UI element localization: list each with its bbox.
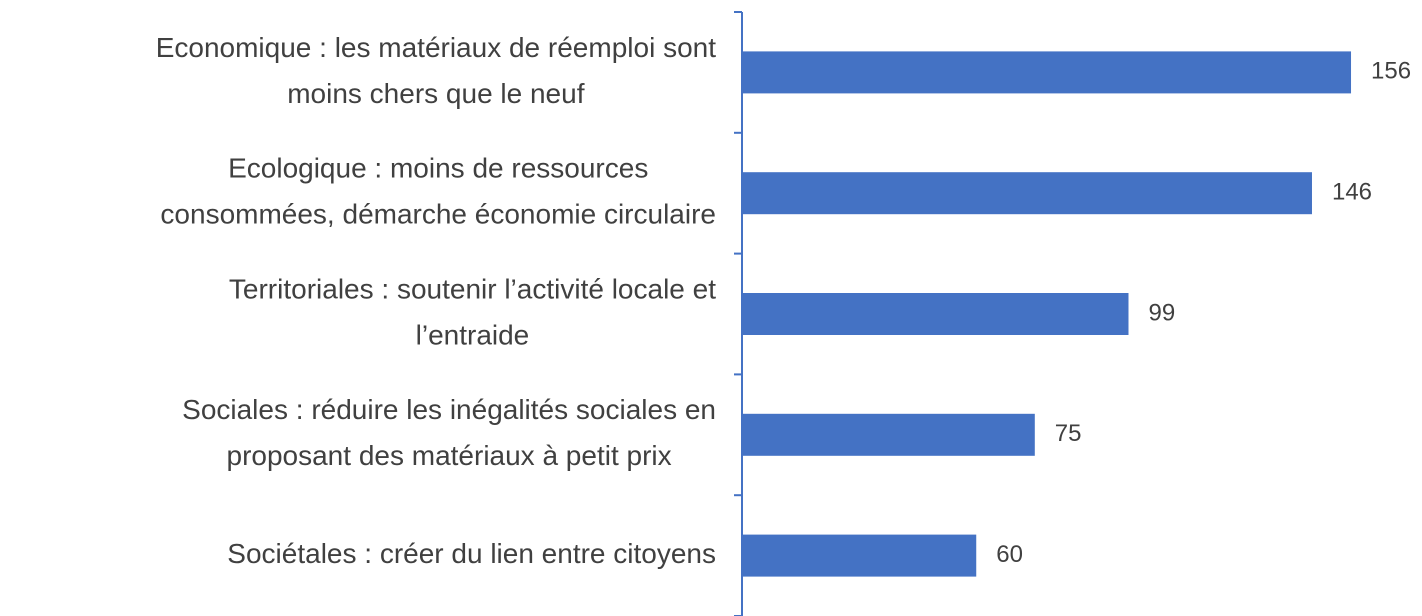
data-label: 99 xyxy=(1148,299,1175,326)
category-label-line: Ecologique : moins de ressources xyxy=(228,153,648,184)
bar xyxy=(742,51,1352,94)
category-label-line: proposant des matériaux à petit prix xyxy=(227,440,672,471)
data-label: 75 xyxy=(1055,420,1082,447)
category-label: Ecologique : moins de ressources consommé… xyxy=(160,153,716,230)
category-label-line: moins chers que le neuf xyxy=(287,78,585,109)
category-label: Sociétales : créer du lien entre citoyen… xyxy=(227,538,716,569)
data-label: 156 xyxy=(1371,58,1411,85)
data-label: 146 xyxy=(1332,179,1372,206)
category-label: Sociales : réduire les inégalités social… xyxy=(182,394,716,471)
data-label: 60 xyxy=(996,541,1023,568)
category-label: Economique : les matériaux de réemploi s… xyxy=(156,32,717,109)
category-label: Territoriales : soutenir l’activité loca… xyxy=(229,273,716,350)
category-label-line: Sociétales : créer du lien entre citoyen… xyxy=(227,538,716,569)
category-label-line: Territoriales : soutenir l’activité loca… xyxy=(229,273,716,304)
category-label-line: Sociales : réduire les inégalités social… xyxy=(182,394,716,425)
bar xyxy=(742,413,1035,456)
category-label-line: consommées, démarche économie circulaire xyxy=(160,199,716,230)
category-label-line: Economique : les matériaux de réemploi s… xyxy=(156,32,717,63)
category-label-line: l’entraide xyxy=(416,319,530,350)
bar xyxy=(742,293,1129,335)
bar xyxy=(742,534,977,577)
bar xyxy=(742,172,1312,215)
